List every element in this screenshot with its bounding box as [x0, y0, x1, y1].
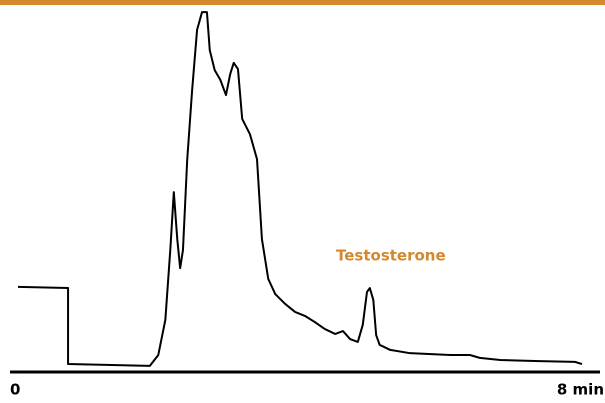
trace-line — [17, 11, 583, 367]
top-bar — [0, 0, 605, 5]
x-tick-label: 8 min — [557, 381, 604, 399]
x-tick-label: 0 — [10, 381, 20, 399]
annotation: Testosterone — [336, 247, 446, 265]
